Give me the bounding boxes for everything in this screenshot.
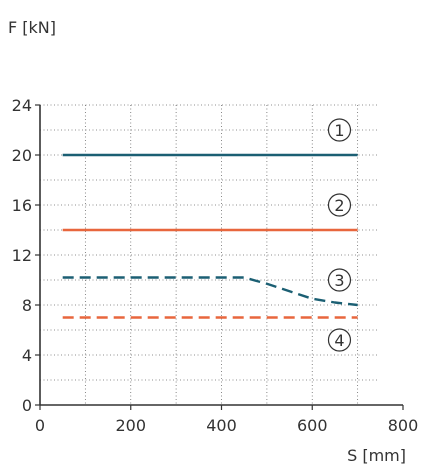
x-tick-label: 0 bbox=[35, 416, 45, 435]
y-tick-label: 24 bbox=[12, 96, 32, 115]
y-axis-label: F [kN] bbox=[8, 18, 57, 37]
series-marker-label-4: 4 bbox=[334, 331, 344, 350]
series-marker-circle-2 bbox=[327, 193, 352, 217]
series-marker-label-1: 1 bbox=[334, 121, 344, 140]
x-tick-label: 200 bbox=[115, 416, 146, 435]
grid bbox=[40, 104, 378, 405]
x-tick-label: 600 bbox=[297, 416, 328, 435]
x-axis-label: S [mm] bbox=[347, 446, 406, 465]
y-tick-label: 0 bbox=[22, 396, 32, 415]
series-marker-circle-3 bbox=[327, 268, 352, 292]
y-tick-label: 16 bbox=[12, 196, 32, 215]
series-markers: 1 2 3 4 bbox=[327, 118, 352, 352]
series-marker-circle-4 bbox=[327, 328, 352, 352]
y-tick-label: 4 bbox=[22, 346, 32, 365]
series-marker-label-3: 3 bbox=[334, 271, 344, 290]
series-line-3 bbox=[62, 276, 358, 307]
x-tick-label: 400 bbox=[206, 416, 237, 435]
series-marker-label-2: 2 bbox=[334, 196, 344, 215]
x-tick-label: 800 bbox=[388, 416, 419, 435]
axes bbox=[35, 104, 404, 410]
y-tick-label: 8 bbox=[22, 296, 32, 315]
series-marker-circle-1 bbox=[327, 118, 352, 142]
y-tick-label: 20 bbox=[12, 146, 32, 165]
y-tick-label: 12 bbox=[12, 246, 32, 265]
series-lines bbox=[62, 153, 358, 319]
